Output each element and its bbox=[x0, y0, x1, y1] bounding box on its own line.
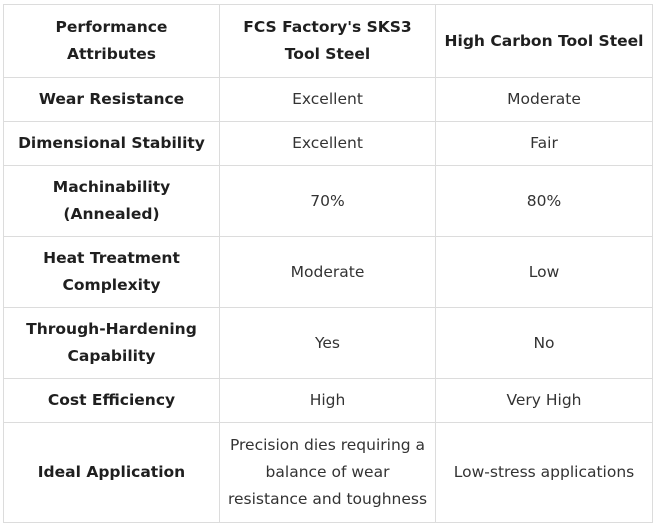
attribute-cell: Machinability (Annealed) bbox=[3, 165, 220, 237]
header-performance-attributes: Performance Attributes bbox=[3, 4, 220, 78]
table-row: Ideal Application Precision dies requiri… bbox=[3, 422, 653, 523]
table-row: Wear Resistance Excellent Moderate bbox=[3, 77, 653, 122]
attribute-cell: Wear Resistance bbox=[3, 77, 220, 122]
comparison-table-container: Performance Attributes FCS Factory's SKS… bbox=[3, 4, 653, 523]
sks3-value-cell: Precision dies requiring a balance of we… bbox=[219, 422, 436, 523]
table-row: Through-Hardening Capability Yes No bbox=[3, 307, 653, 379]
attribute-cell: Dimensional Stability bbox=[3, 121, 220, 166]
high-carbon-value-cell: Low bbox=[435, 236, 653, 308]
sks3-value-cell: Moderate bbox=[219, 236, 436, 308]
attribute-cell: Ideal Application bbox=[3, 422, 220, 523]
sks3-value-cell: High bbox=[219, 378, 436, 423]
header-high-carbon-tool-steel: High Carbon Tool Steel bbox=[435, 4, 653, 78]
attribute-cell: Cost Efficiency bbox=[3, 378, 220, 423]
sks3-value-cell: Yes bbox=[219, 307, 436, 379]
high-carbon-value-cell: Fair bbox=[435, 121, 653, 166]
high-carbon-value-cell: Very High bbox=[435, 378, 653, 423]
header-sks3-tool-steel: FCS Factory's SKS3 Tool Steel bbox=[219, 4, 436, 78]
high-carbon-value-cell: Moderate bbox=[435, 77, 653, 122]
high-carbon-value-cell: 80% bbox=[435, 165, 653, 237]
sks3-value-cell: Excellent bbox=[219, 77, 436, 122]
table-row: Machinability (Annealed) 70% 80% bbox=[3, 165, 653, 237]
comparison-table: Performance Attributes FCS Factory's SKS… bbox=[3, 4, 653, 523]
sks3-value-cell: 70% bbox=[219, 165, 436, 237]
table-row: Cost Efficiency High Very High bbox=[3, 378, 653, 423]
table-row: Heat Treatment Complexity Moderate Low bbox=[3, 236, 653, 308]
sks3-value-cell: Excellent bbox=[219, 121, 436, 166]
table-row: Dimensional Stability Excellent Fair bbox=[3, 121, 653, 166]
high-carbon-value-cell: Low-stress applications bbox=[435, 422, 653, 523]
attribute-cell: Heat Treatment Complexity bbox=[3, 236, 220, 308]
attribute-cell: Through-Hardening Capability bbox=[3, 307, 220, 379]
table-header-row: Performance Attributes FCS Factory's SKS… bbox=[3, 4, 653, 78]
high-carbon-value-cell: No bbox=[435, 307, 653, 379]
